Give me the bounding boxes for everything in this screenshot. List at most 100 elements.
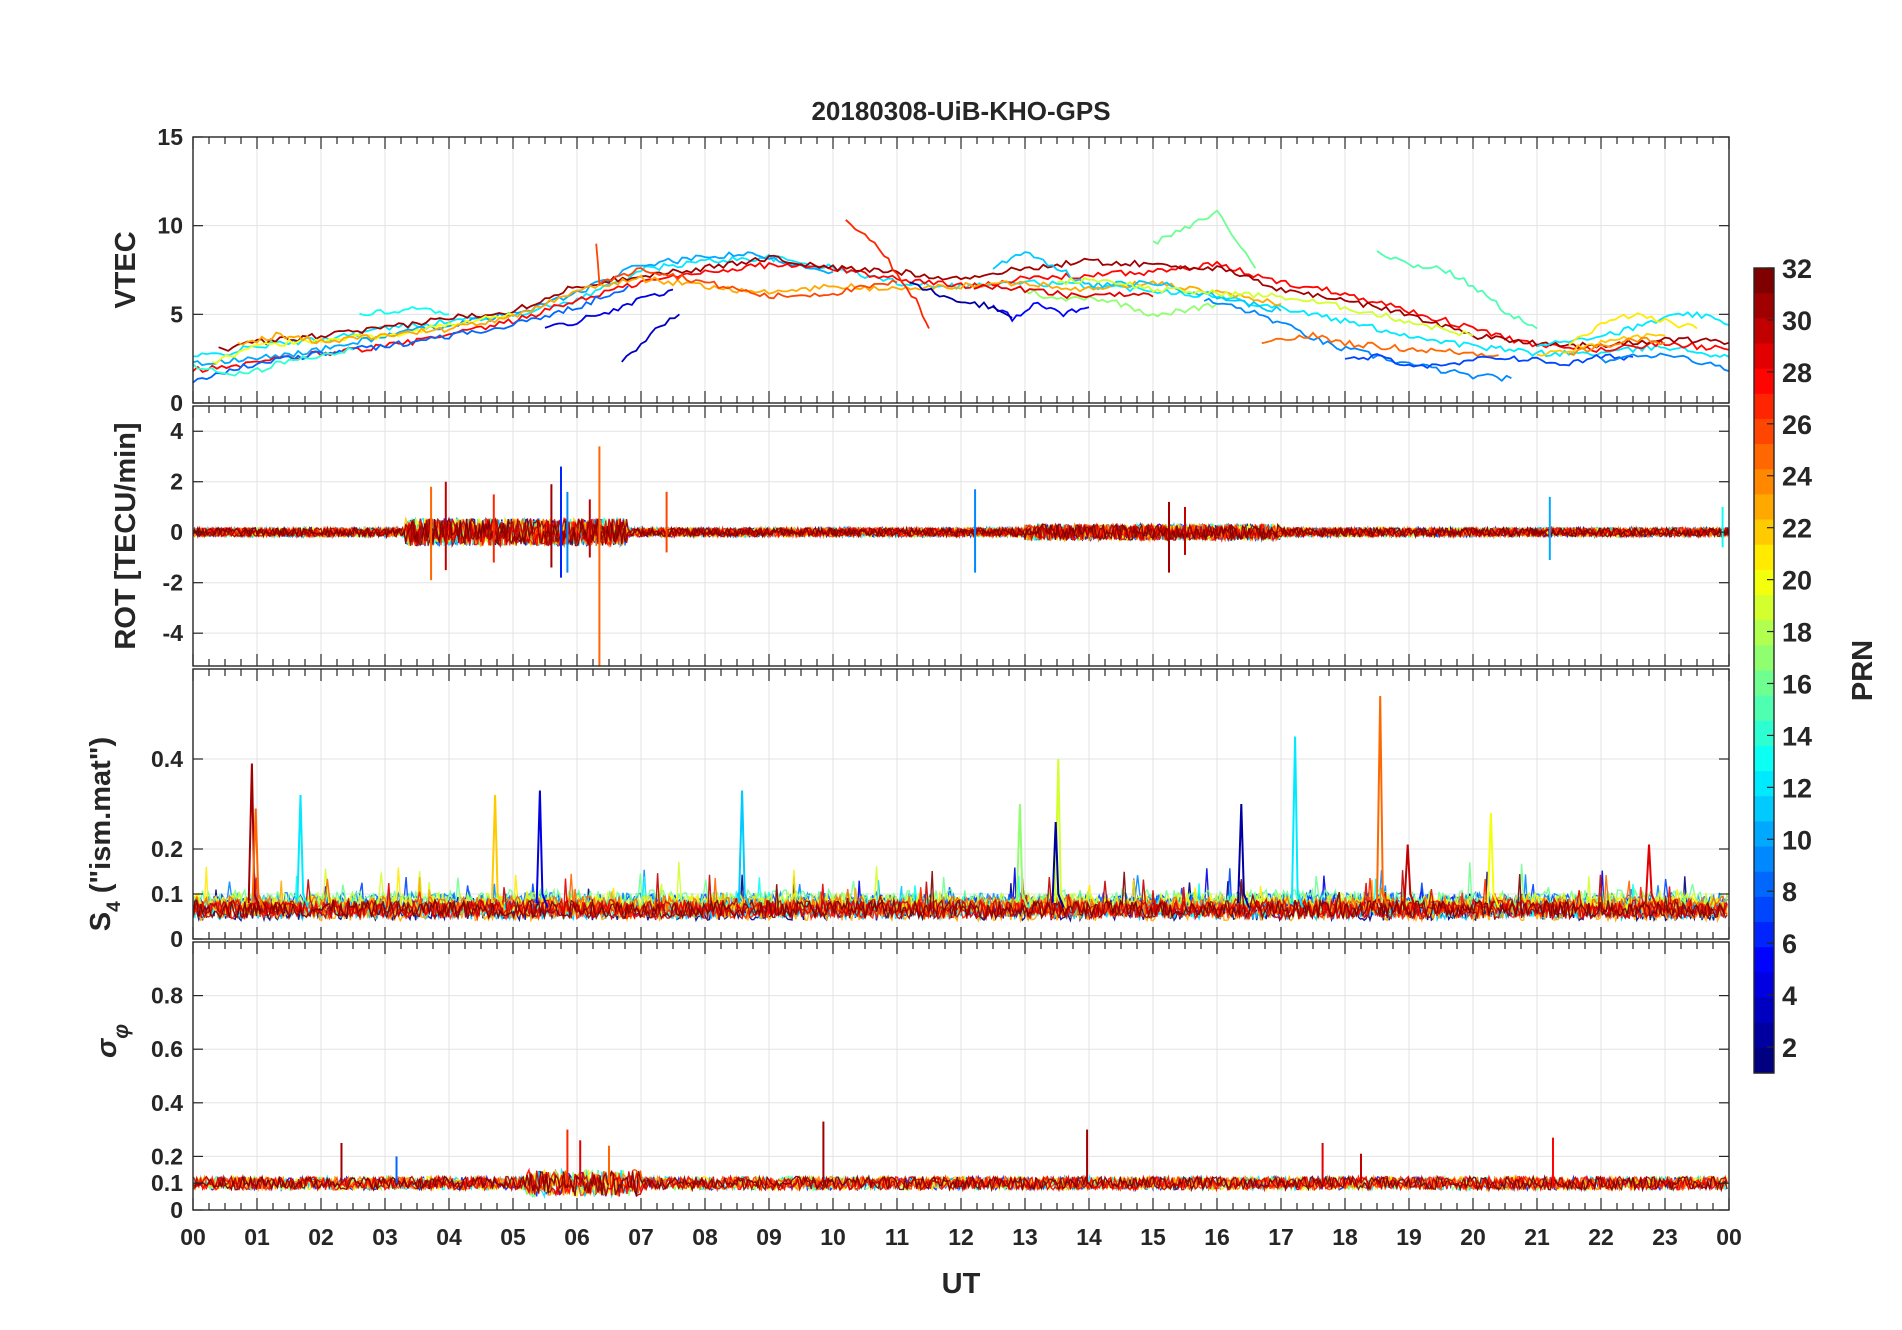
s4-spike [1644, 844, 1658, 908]
panel-s4: 0 0.1 0.2 0.4 S4 ("ism.mat") [85, 668, 1730, 952]
y-tick-label: 0 [170, 1197, 183, 1223]
s4-spike [1015, 803, 1029, 908]
colorbar-segment [1754, 896, 1774, 923]
vtec-track-prn-11 [992, 251, 1282, 313]
vtec-track-prn-27 [845, 219, 930, 329]
colorbar-tick-label: 26 [1782, 410, 1812, 440]
y-tick-label: 15 [157, 124, 183, 150]
colorbar-segment [1754, 745, 1774, 772]
colorbar-segment [1754, 947, 1774, 973]
panel-sigma: 00.10.2 0.4 0.6 0.8 σφ 00 01 02 03 04 05 06 07 08 09 10… [91, 941, 1742, 1250]
colorbar-segment [1754, 519, 1774, 546]
vtec-track-prn-31 [218, 254, 1729, 352]
colorbar-segment [1754, 1022, 1774, 1049]
colorbar-segment [1754, 821, 1774, 848]
y-tick-label: 0.1 [151, 881, 183, 907]
x-tick-label: 15 [1140, 1224, 1166, 1250]
colorbar-tick-label: 28 [1782, 358, 1812, 388]
s4-spike [535, 790, 549, 908]
x-tick-label: 14 [1076, 1224, 1102, 1250]
colorbar-tick-label: 10 [1782, 825, 1812, 855]
vtec-track-prn-9 [1600, 352, 1729, 372]
x-tick-label: 05 [500, 1224, 526, 1250]
vtec-track-prn-15 [1376, 250, 1538, 330]
y-tick-label: 0.1 [151, 1170, 183, 1196]
s4-spike [1403, 844, 1417, 908]
y-tick-label: 0 [170, 390, 183, 416]
x-tick-label: 00 [180, 1224, 206, 1250]
sigma-series-prn-32 [193, 1170, 1728, 1197]
colorbar-tick-label: 2 [1782, 1033, 1797, 1063]
vtec-track-prn-25 [1261, 331, 1499, 358]
vtec-track-prn-17 [1024, 288, 1218, 318]
colorbar-segment [1754, 544, 1774, 571]
colorbar-segment [1754, 469, 1774, 496]
s4-spike [490, 794, 504, 908]
x-tick-label: 19 [1396, 1224, 1422, 1250]
y-tick-label: -2 [163, 570, 183, 596]
vtec-track-prn-26 [595, 243, 898, 300]
colorbar-tick-label: 22 [1782, 514, 1812, 544]
y-axis-label-vtec: VTEC [110, 231, 142, 308]
colorbar-segment [1754, 343, 1774, 370]
vtec-track-prn-24 [1568, 336, 1666, 357]
colorbar-segment [1754, 972, 1774, 999]
panel-rot: -4 -2 0 2 4 ROT [TECU/min] [110, 405, 1730, 667]
x-tick-label: 06 [564, 1224, 590, 1250]
s4-spike [1486, 812, 1500, 908]
vtec-track-prn-23 [237, 274, 1282, 346]
y-axis-label-sigma: σφ [91, 1024, 133, 1058]
x-tick-label: 03 [372, 1224, 398, 1250]
vtec-track-prn-8 [193, 285, 629, 384]
colorbar-segment [1754, 695, 1774, 722]
x-tick-label: 10 [820, 1224, 846, 1250]
s4-spike [1290, 736, 1304, 908]
colorbar-tick-label: 14 [1782, 721, 1812, 751]
s4-data [193, 695, 1728, 924]
colorbar-segment [1754, 997, 1774, 1024]
vtec-track-prn-13 [359, 306, 450, 317]
colorbar-frame [1753, 267, 1775, 1074]
s4-spike [1237, 803, 1250, 908]
x-tick-label: 12 [948, 1224, 974, 1250]
y-axis-label-s4: S4 ("ism.mat") [85, 737, 125, 931]
y-tick-label: 0.4 [151, 746, 183, 772]
s4-spike [296, 794, 310, 908]
rot-data [193, 446, 1729, 666]
x-tick-label: 17 [1268, 1224, 1294, 1250]
x-tick-label: 08 [692, 1224, 718, 1250]
y-tick-label: 10 [157, 213, 183, 239]
x-tick-label: 00 [1716, 1224, 1742, 1250]
y-tick-label: 0.8 [151, 983, 183, 1009]
y-tick-label: 2 [170, 469, 183, 495]
colorbar-tick-label: 6 [1782, 929, 1797, 959]
colorbar-segment [1754, 268, 1774, 294]
x-tick-label: 07 [628, 1224, 654, 1250]
panel-vtec: 0 5 10 15 VTEC [110, 124, 1730, 416]
x-tick-label: 22 [1588, 1224, 1614, 1250]
y-tick-label: -4 [163, 620, 184, 646]
vtec-data [193, 209, 1729, 384]
colorbar-label: PRN [1847, 640, 1879, 701]
colorbar-segment [1754, 846, 1774, 873]
y-tick-label: 0.4 [151, 1090, 183, 1116]
y-tick-label: 5 [170, 301, 183, 327]
colorbar-segment [1754, 418, 1774, 445]
x-tick-label: 23 [1652, 1224, 1678, 1250]
colorbar-segment [1754, 595, 1774, 621]
chart-title: 20180308-UiB-KHO-GPS [811, 96, 1110, 126]
y-axis-label-rot: ROT [TECU/min] [110, 422, 142, 649]
x-tick-label: 20 [1460, 1224, 1486, 1250]
colorbar-segment [1754, 645, 1774, 672]
colorbar-segment [1754, 620, 1774, 646]
y-tick-label: 0.6 [151, 1036, 183, 1062]
sigma-data [193, 1121, 1728, 1200]
s4-spike [1051, 821, 1065, 908]
vtec-track-prn-9 [1203, 297, 1512, 383]
vtec-track-prn-5 [992, 301, 1090, 323]
colorbar-segment [1754, 368, 1774, 395]
x-tick-label: 01 [244, 1224, 270, 1250]
vtec-track-prn-29 [973, 283, 1154, 300]
